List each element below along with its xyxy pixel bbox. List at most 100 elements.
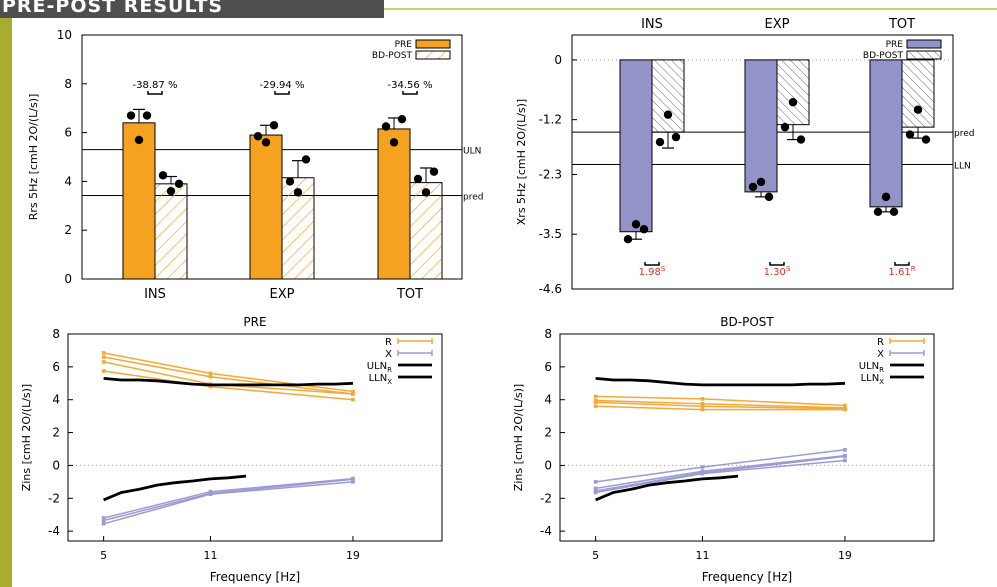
- diff-label: -29.94 %: [260, 80, 305, 91]
- y-tick-label: -2: [48, 491, 60, 505]
- diff-significance: S: [786, 265, 791, 273]
- legend-subscript: X: [387, 378, 392, 386]
- data-point: [413, 174, 423, 184]
- legend-label: ULNR: [859, 361, 884, 374]
- series-point: [208, 492, 213, 496]
- y-tick-label: 0: [554, 53, 562, 67]
- y-tick-label: -2: [540, 491, 552, 505]
- frame-accent-top: [380, 8, 997, 10]
- y-tick-label: 2: [52, 426, 60, 440]
- series-point: [843, 454, 847, 459]
- data-point: [381, 122, 391, 131]
- y-tick-label: 0: [52, 458, 60, 472]
- bar-pre: [744, 59, 778, 193]
- ref-line-label: pred: [463, 193, 483, 203]
- diff-bracket: [274, 91, 290, 95]
- series-point: [700, 402, 705, 406]
- series-point: [843, 448, 847, 452]
- lln-line: [103, 474, 247, 502]
- frame-accent-left: [0, 0, 12, 587]
- data-point: [748, 182, 758, 192]
- data-point: [780, 122, 790, 132]
- data-point: [158, 171, 168, 180]
- series-point: [593, 490, 598, 495]
- data-point: [174, 179, 184, 189]
- zins-post-line-chart: -4 -2 0 2 4 6 8 5 11 19 BD-POST Frequency [Hz] Zins …: [512, 315, 935, 584]
- diff-bracket: [402, 91, 418, 95]
- y-axis-label: Rrs 5Hz [cmH 2O/(L/s)]: [27, 94, 40, 221]
- legend-label: R: [385, 337, 392, 348]
- series-point: [101, 518, 106, 523]
- diff-value: 1.30: [764, 267, 786, 278]
- data-point: [301, 155, 311, 164]
- y-tick-label: 0: [544, 458, 552, 472]
- bar-bd-post: [651, 59, 685, 133]
- category-label: TOT: [888, 17, 915, 32]
- y-tick-label: -4: [540, 524, 552, 538]
- diff-significance: S: [661, 265, 666, 273]
- diff-significance: R: [911, 265, 916, 273]
- data-point: [142, 111, 152, 120]
- series-point: [208, 374, 213, 379]
- legend-subscript: R: [879, 366, 884, 374]
- series-point: [101, 351, 106, 355]
- series-point: [843, 407, 847, 412]
- y-tick-label: 4: [64, 174, 72, 188]
- legend-label: LLNX: [369, 373, 393, 386]
- series-point: [593, 400, 598, 404]
- legend-swatch-bd-post: [906, 50, 942, 60]
- x-tick-label: 19: [346, 549, 360, 562]
- x-tick-label: 19: [838, 549, 852, 562]
- diff-label: 1.30S: [764, 265, 791, 278]
- series-point: [700, 471, 705, 476]
- y-tick-label: 6: [52, 360, 60, 374]
- legend-label: X: [877, 349, 884, 360]
- legend-label: LLNX: [861, 373, 885, 386]
- data-point: [655, 137, 665, 147]
- legend-swatch-pre: [415, 39, 451, 49]
- data-point: [756, 177, 766, 187]
- y-tick-label: 4: [52, 393, 60, 407]
- y-tick-label: -4: [48, 524, 60, 538]
- series-point: [101, 355, 106, 359]
- series-point: [101, 360, 106, 364]
- series-point: [351, 389, 355, 394]
- series-point: [593, 486, 598, 491]
- legend-name: R: [385, 337, 392, 348]
- legend-name: X: [385, 349, 392, 360]
- legend-swatch-bd-post: [415, 50, 451, 60]
- legend-name: X: [877, 349, 884, 360]
- legend-name: LLN: [369, 373, 388, 384]
- x-axis-label: Frequency [Hz]: [210, 570, 301, 584]
- y-tick-label: 8: [52, 327, 60, 341]
- y-axis-label: Xrs 5Hz [cmH 2O/(L/s)]: [515, 99, 528, 225]
- x-tick-label: 11: [203, 549, 217, 562]
- legend-label: PRE: [886, 40, 904, 50]
- plot-frame: [67, 333, 443, 542]
- diff-bracket: [147, 91, 163, 95]
- ref-line-label: pred: [954, 129, 974, 139]
- data-point: [293, 188, 303, 197]
- uln-line: [103, 377, 354, 387]
- bar-bd-post: [409, 182, 443, 280]
- data-point: [166, 186, 176, 196]
- y-tick-label: 4: [544, 393, 552, 407]
- diff-bracket: [894, 262, 910, 266]
- data-point: [873, 207, 883, 217]
- x-tick-label: 5: [592, 549, 599, 562]
- diff-value: 1.98: [639, 267, 661, 278]
- x-tick-label: 5: [100, 549, 107, 562]
- ref-line-label: LLN: [954, 161, 971, 171]
- data-point: [253, 132, 263, 141]
- plot-frame: [571, 34, 954, 290]
- legend-label: ULNR: [367, 361, 392, 374]
- chart-title: BD-POST: [720, 315, 774, 329]
- y-tick-label: -4.6: [539, 282, 562, 296]
- bar-pre: [122, 122, 156, 280]
- y-tick-label: 0: [64, 272, 72, 286]
- data-point: [796, 135, 806, 144]
- category-label: INS: [641, 17, 663, 32]
- legend-label: PRE: [395, 40, 413, 50]
- data-point: [663, 110, 673, 119]
